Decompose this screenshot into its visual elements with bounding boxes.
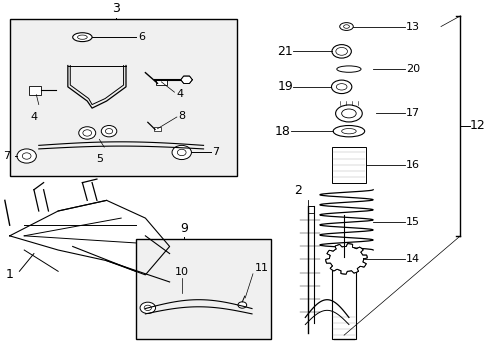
- Text: 14: 14: [405, 254, 419, 264]
- Text: 10: 10: [174, 267, 188, 276]
- Text: 4: 4: [177, 89, 183, 99]
- Ellipse shape: [339, 23, 352, 31]
- Text: 2: 2: [293, 184, 302, 197]
- Bar: [331, 147, 365, 183]
- Ellipse shape: [335, 105, 362, 122]
- Ellipse shape: [105, 129, 112, 134]
- Text: 7: 7: [3, 151, 11, 161]
- Text: 7: 7: [212, 148, 219, 157]
- Polygon shape: [325, 244, 366, 274]
- Text: 20: 20: [405, 64, 419, 74]
- Text: 13: 13: [405, 22, 419, 32]
- Ellipse shape: [331, 80, 351, 94]
- Ellipse shape: [341, 129, 355, 134]
- Ellipse shape: [331, 45, 351, 58]
- Ellipse shape: [78, 35, 87, 39]
- Bar: [10, 19, 237, 176]
- Text: 8: 8: [178, 111, 185, 121]
- Bar: [29, 86, 41, 95]
- Bar: [135, 239, 271, 339]
- Polygon shape: [181, 76, 192, 84]
- Ellipse shape: [140, 302, 155, 314]
- Text: 9: 9: [180, 222, 188, 235]
- Text: 4: 4: [30, 112, 38, 122]
- Ellipse shape: [336, 66, 360, 72]
- Text: 6: 6: [138, 32, 145, 42]
- Text: 17: 17: [405, 108, 419, 118]
- Ellipse shape: [332, 126, 364, 137]
- Text: 19: 19: [277, 80, 293, 93]
- Text: 12: 12: [469, 120, 485, 132]
- Ellipse shape: [336, 84, 346, 90]
- Ellipse shape: [341, 109, 355, 118]
- Ellipse shape: [172, 145, 191, 159]
- Ellipse shape: [238, 302, 246, 308]
- Ellipse shape: [343, 25, 349, 28]
- Text: 21: 21: [277, 45, 293, 58]
- Text: 16: 16: [405, 160, 419, 170]
- Text: 15: 15: [405, 217, 419, 227]
- Ellipse shape: [73, 33, 92, 42]
- Ellipse shape: [82, 130, 91, 136]
- Ellipse shape: [144, 305, 151, 311]
- Text: 3: 3: [112, 2, 120, 15]
- Bar: [156, 79, 166, 85]
- Ellipse shape: [342, 256, 349, 262]
- Text: 18: 18: [274, 125, 290, 138]
- Ellipse shape: [22, 153, 31, 159]
- Text: 5: 5: [96, 154, 102, 164]
- Text: 11: 11: [254, 263, 268, 273]
- Ellipse shape: [101, 126, 117, 137]
- Text: 1: 1: [6, 268, 14, 282]
- Ellipse shape: [335, 48, 347, 55]
- Bar: [153, 127, 161, 131]
- Ellipse shape: [177, 149, 186, 156]
- Ellipse shape: [17, 149, 36, 163]
- Ellipse shape: [79, 127, 96, 139]
- Bar: [331, 257, 355, 339]
